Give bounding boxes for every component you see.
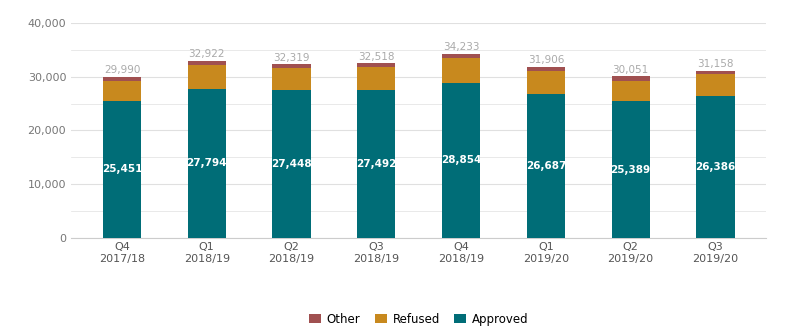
Text: 26,386: 26,386	[695, 162, 735, 172]
Text: 27,794: 27,794	[186, 158, 227, 168]
Text: 27,448: 27,448	[271, 159, 312, 169]
Bar	[103, 101, 141, 238]
Bar	[611, 81, 649, 101]
Text: 25,389: 25,389	[611, 165, 651, 175]
Bar	[273, 90, 310, 238]
Text: 31,906: 31,906	[528, 55, 564, 65]
Text: 32,922: 32,922	[189, 50, 225, 59]
Text: 28,854: 28,854	[441, 155, 481, 165]
Bar	[103, 81, 141, 101]
Bar	[696, 96, 735, 238]
Bar	[188, 61, 226, 65]
Text: 32,319: 32,319	[273, 53, 310, 63]
Text: 27,492: 27,492	[356, 159, 397, 169]
Bar	[527, 94, 565, 238]
Bar	[611, 101, 649, 238]
Bar	[357, 90, 395, 238]
Text: 34,233: 34,233	[443, 43, 480, 52]
Bar	[357, 67, 395, 90]
Bar	[188, 88, 226, 238]
Bar	[527, 67, 565, 71]
Text: 31,158: 31,158	[698, 59, 734, 69]
Text: 30,051: 30,051	[612, 65, 649, 75]
Bar	[273, 68, 310, 90]
Bar	[696, 74, 735, 96]
Bar	[357, 63, 395, 67]
Bar	[442, 58, 480, 83]
Legend: Other, Refused, Approved: Other, Refused, Approved	[304, 308, 533, 330]
Bar	[442, 83, 480, 238]
Bar	[696, 71, 735, 74]
Bar	[611, 77, 649, 81]
Bar	[442, 54, 480, 58]
Text: 25,451: 25,451	[102, 164, 142, 174]
Bar	[527, 71, 565, 94]
Bar	[103, 77, 141, 81]
Text: 32,518: 32,518	[358, 51, 394, 62]
Bar	[273, 64, 310, 68]
Bar	[188, 65, 226, 88]
Text: 29,990: 29,990	[103, 65, 140, 75]
Text: 26,687: 26,687	[525, 161, 566, 171]
